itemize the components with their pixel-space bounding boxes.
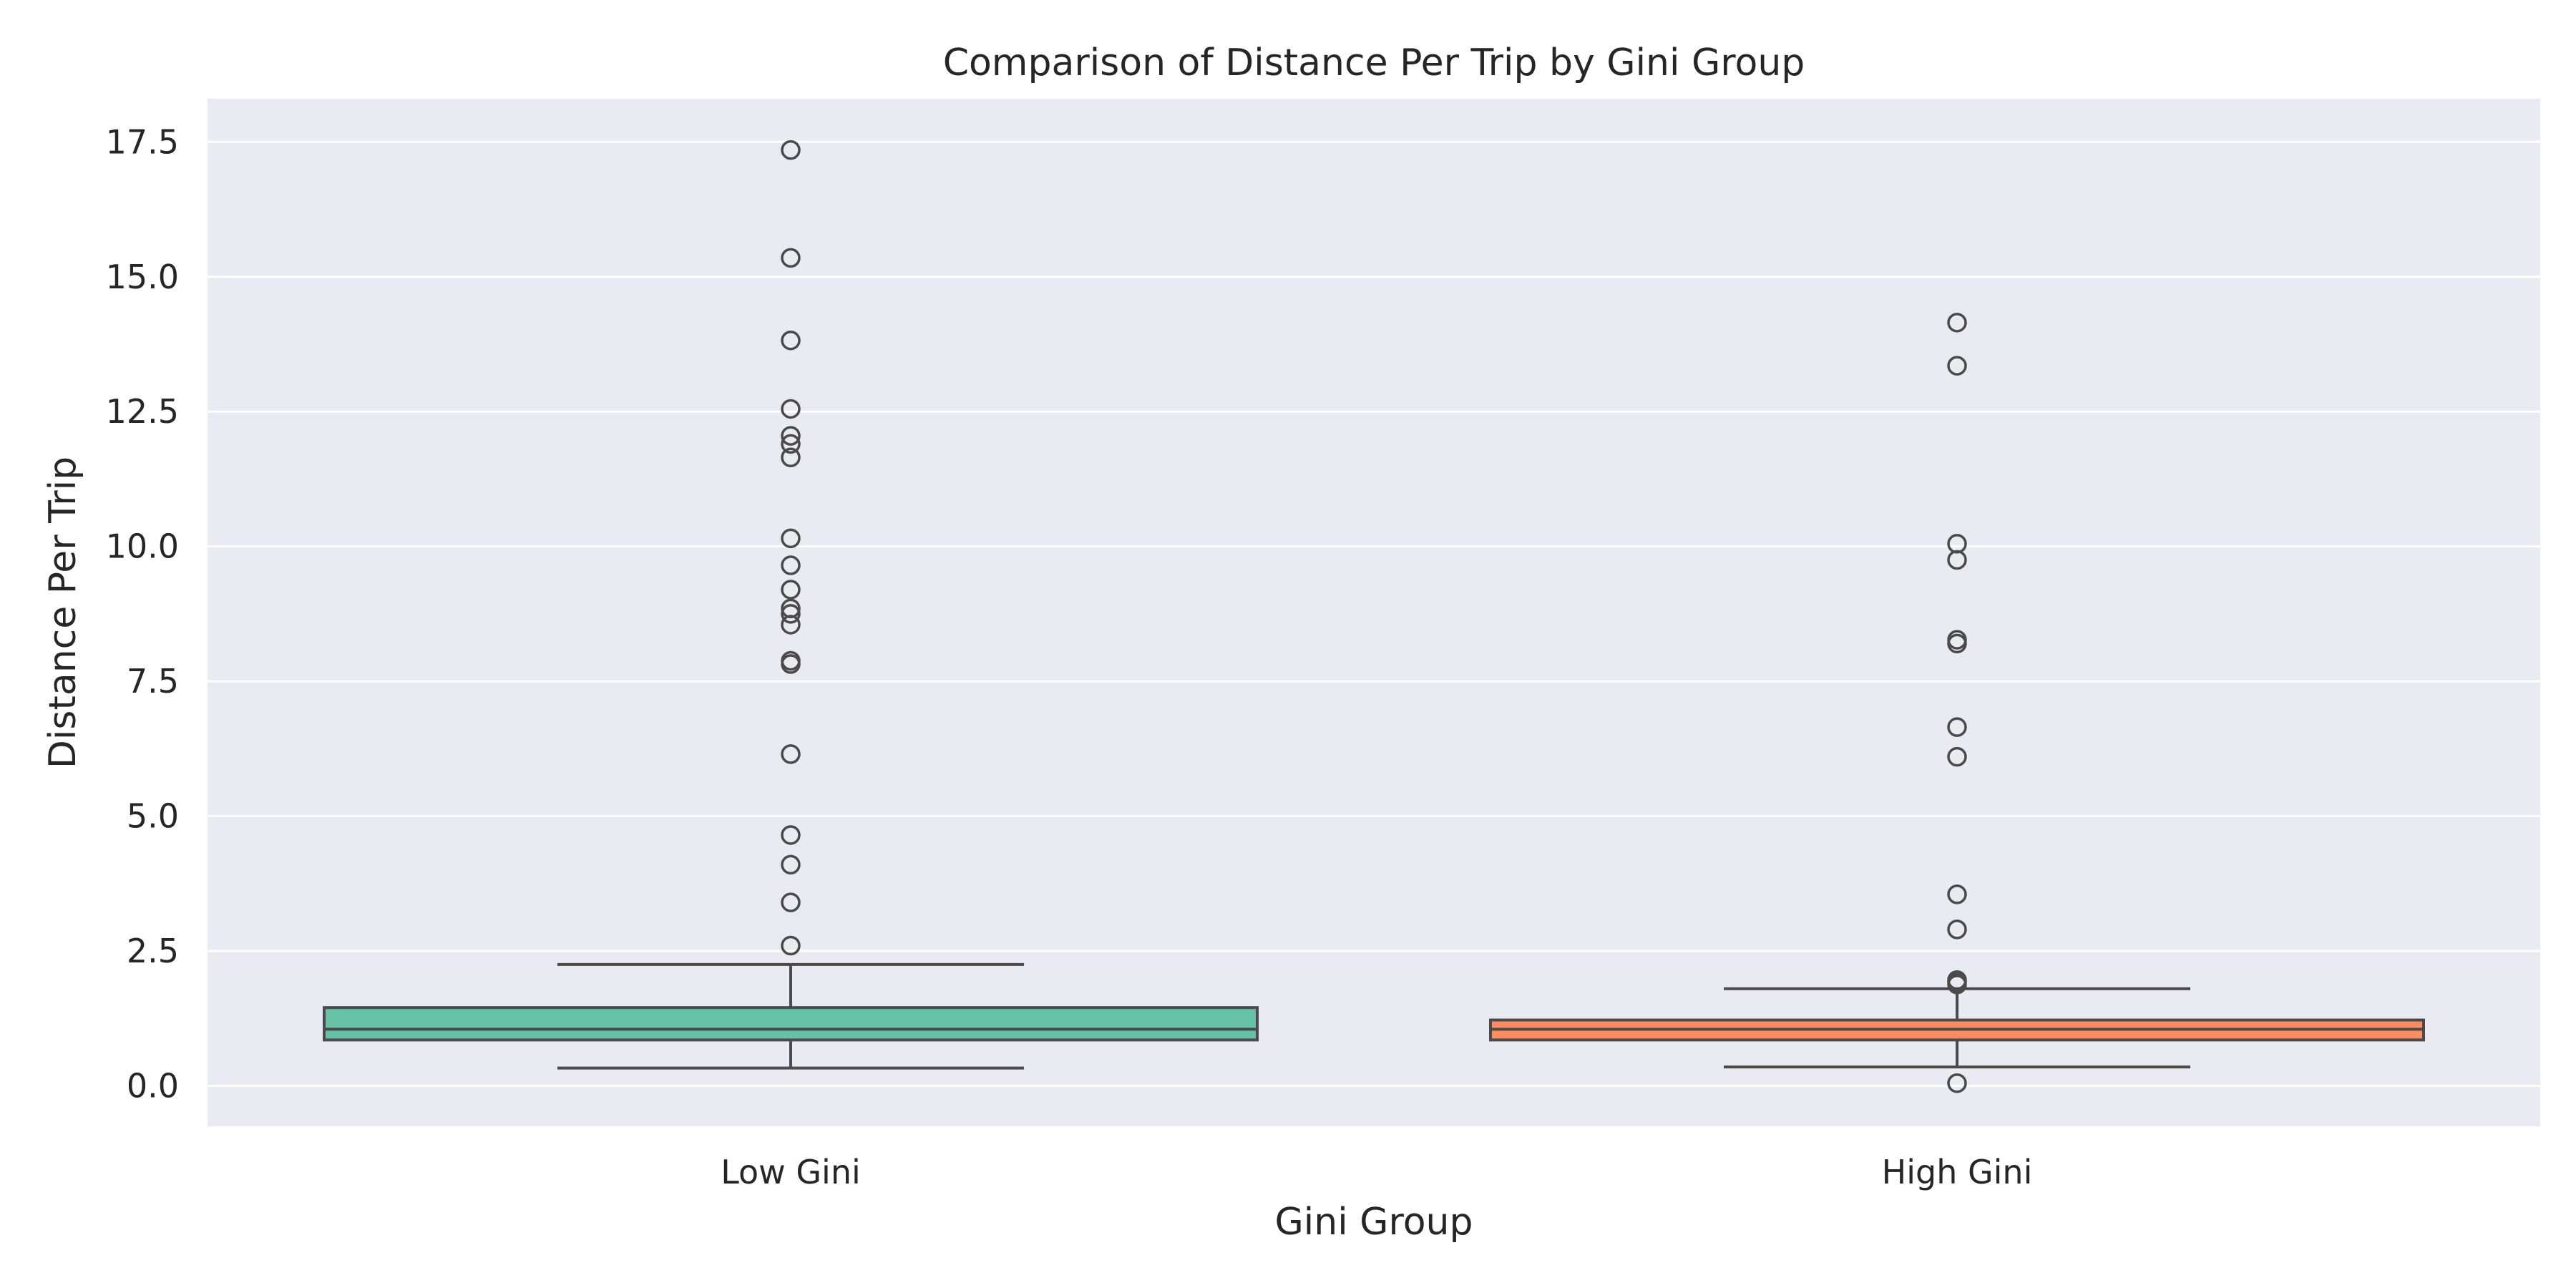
chart-title: Comparison of Distance Per Trip by Gini … <box>943 42 1805 84</box>
box-group <box>1489 313 2425 1093</box>
outlier-point <box>781 825 801 845</box>
y-tick-label: 0.0 <box>127 1066 179 1105</box>
outlier-point <box>1947 884 1967 904</box>
outlier-point <box>1947 717 1967 737</box>
outlier-point <box>1947 630 1967 650</box>
y-tick-labels: 0.0 2.5 5.0 7.5 10.0 12.5 15.0 17.5 <box>106 122 179 1105</box>
outlier-point <box>781 892 801 912</box>
outlier-point <box>781 744 801 764</box>
grid-lines <box>208 140 2540 1087</box>
outlier-point <box>781 399 801 419</box>
y-axis-label: Distance Per Trip <box>42 457 84 769</box>
x-tick-label: Low Gini <box>721 1153 861 1191</box>
iqr-box <box>323 1006 1259 1042</box>
outlier-point <box>781 598 801 619</box>
outlier-point <box>781 854 801 875</box>
outlier-point <box>781 604 801 624</box>
y-tick-label: 12.5 <box>106 392 179 431</box>
x-tick-labels: Low Gini High Gini <box>721 1153 2032 1191</box>
y-tick-label: 15.0 <box>106 258 179 296</box>
x-axis-label: Gini Group <box>1275 1201 1473 1244</box>
y-tick-label: 5.0 <box>127 797 179 836</box>
outlier-point <box>781 426 801 446</box>
outlier-point <box>781 650 801 671</box>
outlier-point <box>1947 746 1967 767</box>
outlier-point <box>781 447 801 468</box>
y-tick-label: 17.5 <box>106 122 179 161</box>
outlier-point <box>781 140 801 160</box>
outlier-point <box>1947 356 1967 376</box>
outlier-point <box>781 555 801 575</box>
outlier-point <box>781 248 801 268</box>
outlier-point <box>1947 534 1967 554</box>
outlier-point <box>1947 1073 1967 1093</box>
outlier-point <box>781 580 801 600</box>
outlier-point <box>1947 970 1967 990</box>
outlier-point <box>781 330 801 351</box>
x-tick-label: High Gini <box>1882 1153 2033 1191</box>
y-tick-label: 2.5 <box>127 932 179 970</box>
outlier-point <box>1947 919 1967 940</box>
y-tick-label: 7.5 <box>127 662 179 701</box>
outlier-point <box>781 434 801 454</box>
box-group <box>323 140 1259 1070</box>
outlier-point <box>1947 313 1967 333</box>
boxes <box>323 140 2425 1093</box>
plot-area <box>208 99 2540 1126</box>
y-tick-label: 10.0 <box>106 527 179 566</box>
outlier-point <box>781 935 801 956</box>
outlier-point <box>781 528 801 549</box>
